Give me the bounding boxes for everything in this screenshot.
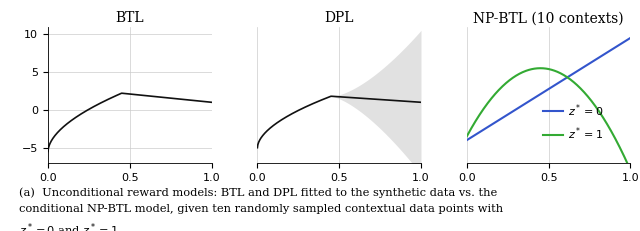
$z^* = 0$ xyxy=(516,105,524,108)
$z^* = 1$ xyxy=(537,67,545,70)
Line: $z^* = 1$: $z^* = 1$ xyxy=(467,68,630,170)
$z^* = 0$ xyxy=(627,36,634,39)
$z^* = 0$ xyxy=(582,64,589,67)
Title: NP-BTL (10 contexts): NP-BTL (10 contexts) xyxy=(474,11,624,25)
Text: conditional NP-BTL model, given ten randomly sampled contextual data points with: conditional NP-BTL model, given ten rand… xyxy=(19,204,503,214)
$z^* = 1$ xyxy=(627,169,634,171)
$z^* = 1$ xyxy=(516,72,524,75)
Text: (a)  Unconditional reward models: BTL and DPL fitted to the synthetic data vs. t: (a) Unconditional reward models: BTL and… xyxy=(19,187,497,198)
Title: DPL: DPL xyxy=(324,11,354,25)
$z^* = 1$ xyxy=(566,78,574,81)
$z^* = 1$ xyxy=(582,92,589,95)
$z^* = 0$ xyxy=(483,126,490,129)
Line: $z^* = 0$: $z^* = 0$ xyxy=(467,38,630,140)
Title: BTL: BTL xyxy=(115,11,144,25)
$z^* = 1$ xyxy=(582,93,590,96)
$z^* = 1$ xyxy=(483,103,490,106)
$z^* = 0$ xyxy=(528,98,536,101)
$z^* = 0$ xyxy=(463,139,470,142)
$z^* = 1$ xyxy=(528,68,536,71)
$z^* = 0$ xyxy=(581,65,589,68)
$z^* = 1$ xyxy=(463,135,470,138)
Legend: $z^* = 0$, $z^* = 1$: $z^* = 0$, $z^* = 1$ xyxy=(539,98,607,146)
$z^* = 0$ xyxy=(566,74,573,77)
Text: $z^* = 0$ and $z^* = 1$.: $z^* = 0$ and $z^* = 1$. xyxy=(19,222,123,231)
